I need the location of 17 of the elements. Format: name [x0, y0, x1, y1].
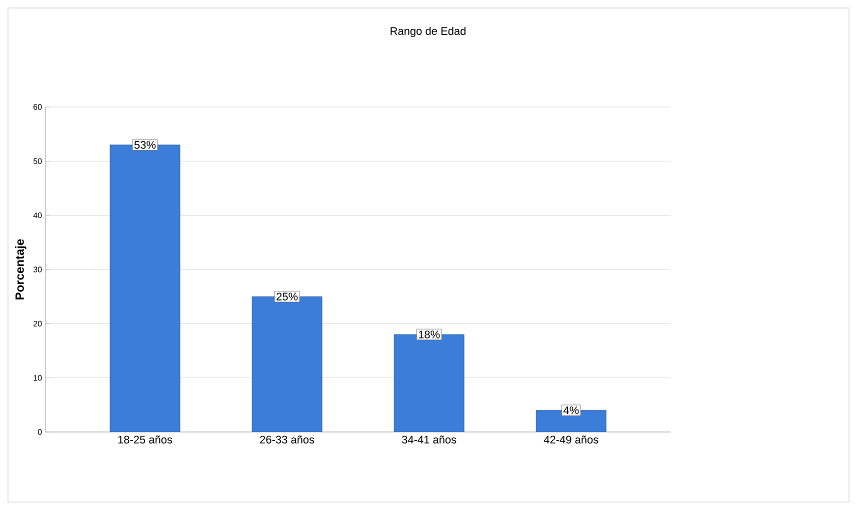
x-tick-label: 34-41 años	[402, 436, 456, 444]
data-label: 25%	[276, 292, 298, 300]
x-tick-label: 26-33 años	[260, 436, 314, 444]
data-label: 18%	[418, 330, 440, 338]
x-tick-label: 18-25 años	[118, 436, 172, 444]
data-label: 53%	[134, 141, 156, 149]
y-axis-title: Porcentaje	[15, 239, 26, 300]
y-tick-label: 10	[34, 374, 42, 381]
y-tick-label: 50	[33, 158, 42, 164]
chart-title: Rango de Edad	[390, 26, 466, 38]
x-tick-label: 42-49 años	[544, 436, 598, 444]
y-tick-label: 30	[33, 266, 42, 272]
y-tick-label: 40	[33, 212, 42, 218]
y-tick-label: 0	[38, 429, 42, 435]
data-label: 4%	[563, 406, 579, 414]
y-tick-label: 20	[34, 320, 42, 326]
y-tick-label: 60	[34, 104, 42, 110]
